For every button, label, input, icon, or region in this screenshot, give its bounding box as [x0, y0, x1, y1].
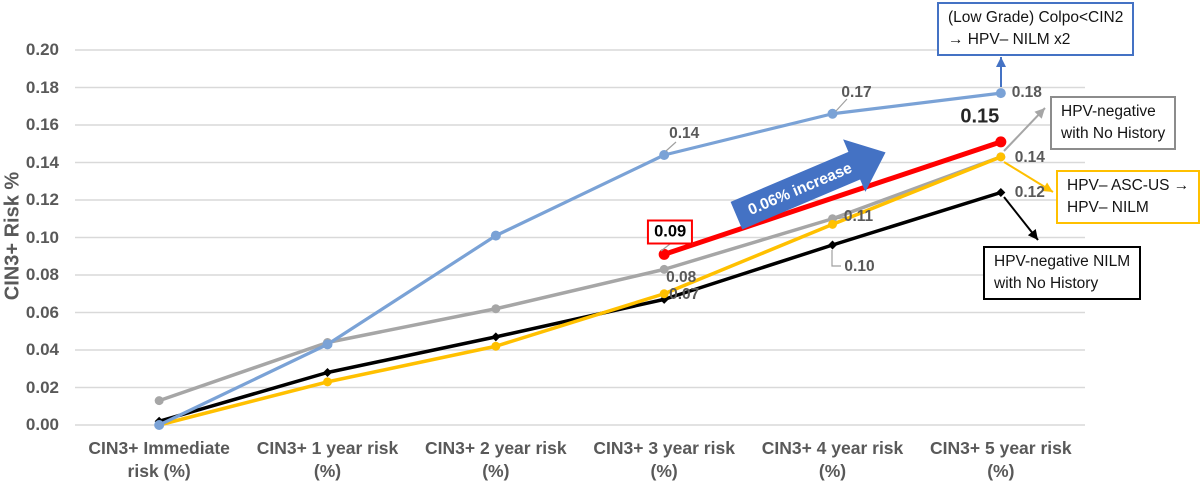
data-label: 0.08 [666, 269, 697, 287]
data-point [995, 136, 1007, 148]
data-point [659, 289, 669, 299]
y-tick-label: 0.06 [25, 302, 59, 322]
y-tick-label: 0.00 [25, 415, 59, 434]
legend-text-line: HPV-negative NILM [994, 253, 1131, 270]
callout-arrowhead [1034, 108, 1045, 119]
legend-text-line: with No History [994, 275, 1099, 292]
y-tick-label: 0.14 [25, 152, 59, 172]
label-leader-line [660, 243, 671, 252]
callout-arrowhead [1041, 182, 1053, 192]
data-point [828, 219, 837, 229]
label-leader-line [835, 216, 847, 220]
data-point [491, 341, 501, 351]
legend-box-hpv-ascus-nilm: HPV– ASC-US → HPV– NILM [1056, 170, 1200, 224]
y-tick-label: 0.10 [25, 227, 59, 247]
legend-text-line: HPV– ASC-US → [1067, 177, 1190, 194]
data-label: 0.14 [1014, 148, 1045, 166]
data-point [995, 88, 1006, 99]
data-point [659, 150, 670, 160]
y-tick-label: 0.04 [25, 340, 59, 359]
data-point [154, 420, 165, 430]
data-point [491, 304, 501, 314]
y-tick-label: 0.16 [25, 115, 59, 134]
data-point [323, 377, 332, 387]
series-line [157, 190, 1003, 423]
series-line [157, 155, 1003, 427]
y-tick-label: 0.12 [25, 190, 59, 209]
data-point [659, 264, 669, 274]
label-leader-line [831, 250, 841, 267]
legend-text-line: → HPV– NILM x2 [948, 31, 1071, 48]
block-arrow-shape [730, 139, 886, 230]
x-category-label: CIN3+ 2 year risk (%) [425, 438, 567, 481]
y-tick-label: 0.18 [25, 77, 59, 97]
label-leader-line [835, 98, 848, 112]
data-point [490, 230, 501, 241]
data-point [322, 339, 333, 350]
legend-text-line: (Low Grade) Colpo<CIN2 [948, 9, 1124, 26]
data-label: 0.14 [669, 125, 700, 142]
data-label: 0.18 [1011, 84, 1042, 102]
y-tick-label: 0.08 [25, 265, 59, 284]
callout-arrowhead [996, 57, 1006, 67]
y-tick-label: 0.20 [25, 40, 59, 59]
legend-text-line: HPV-negative [1061, 103, 1156, 120]
data-label: 0.07 [669, 285, 700, 303]
series-line [157, 91, 1003, 427]
label-leader-line [665, 141, 677, 152]
x-category-label: CIN3+ 3 year risk (%) [593, 438, 735, 481]
data-point [658, 248, 670, 260]
data-point [827, 108, 838, 119]
series-line [661, 139, 1004, 257]
data-point [828, 240, 837, 250]
data-point [323, 368, 332, 377]
legend-box-low-grade-colpo: (Low Grade) Colpo<CIN2 → HPV– NILM x2 [937, 2, 1135, 56]
data-label: 0.17 [841, 83, 872, 101]
boxed-data-label: 0.09 [647, 219, 694, 245]
data-label: 0.11 [843, 207, 874, 225]
data-label: 0.10 [844, 258, 875, 275]
data-point [996, 188, 1006, 197]
data-point [491, 332, 501, 342]
data-label: 0.12 [1014, 183, 1045, 201]
legend-text-line: with No History [1061, 125, 1166, 142]
y-tick-label: 0.02 [25, 377, 59, 397]
data-point [154, 396, 164, 406]
callout-arrowhead [1027, 229, 1038, 240]
legend-box-hpv-negative-nilm-no-history: HPV-negative NILM with No History [983, 246, 1142, 300]
data-label: 0.15 [960, 105, 1000, 128]
x-category-label: CIN3+ 5 year risk (%) [930, 438, 1072, 481]
legend-box-hpv-negative-no-history: HPV-negative with No History [1050, 96, 1177, 150]
series-line [157, 155, 1003, 403]
legend-text-line: HPV– NILM [1067, 199, 1149, 216]
x-category-label: CIN3+ 1 year risk (%) [256, 438, 399, 481]
data-point [996, 152, 1006, 162]
x-category-label: CIN3+ 4 year risk (%) [761, 438, 904, 481]
x-category-label: CIN3+ Immediate risk (%) [88, 438, 230, 481]
